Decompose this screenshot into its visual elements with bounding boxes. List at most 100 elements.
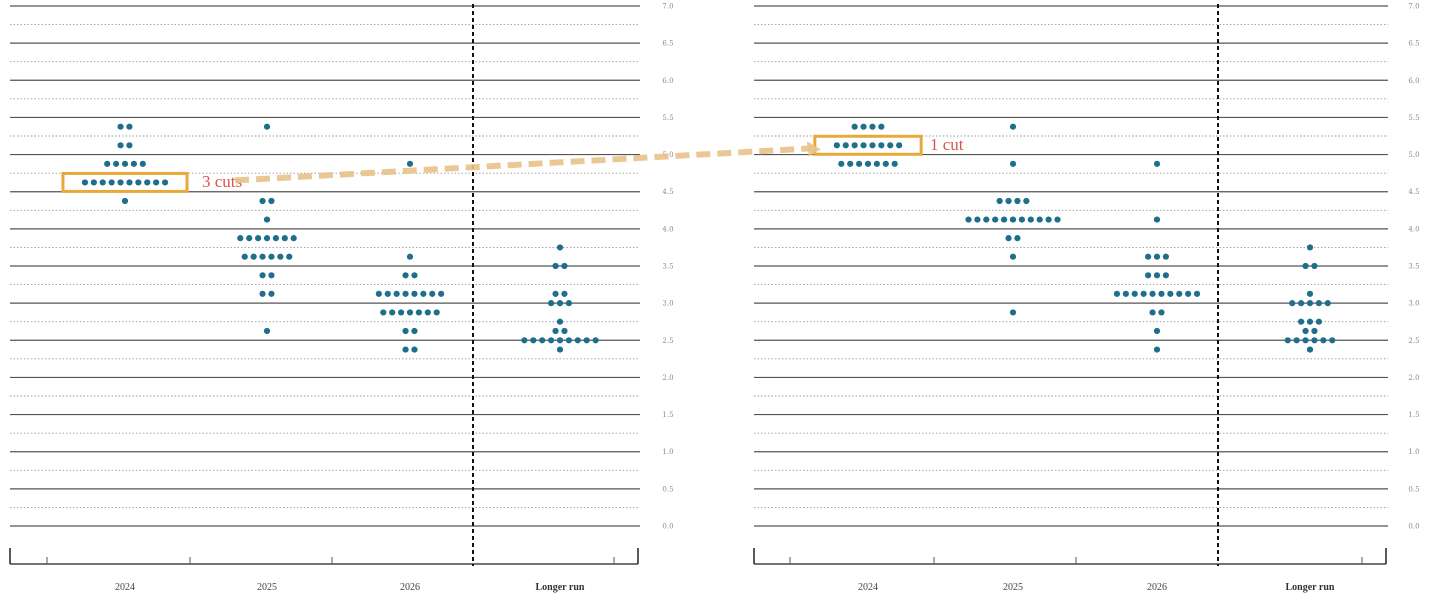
dot <box>104 160 111 167</box>
dot <box>856 160 863 167</box>
dot <box>965 216 972 223</box>
dot <box>1001 216 1008 223</box>
dot <box>1320 337 1327 344</box>
dot <box>263 123 271 130</box>
dot <box>574 337 581 344</box>
dot <box>144 179 151 186</box>
dot <box>1329 337 1336 344</box>
dot <box>1162 253 1169 260</box>
dot <box>259 197 266 205</box>
dot <box>113 160 120 167</box>
y-tick-label: 3.5 <box>1408 263 1419 271</box>
dot <box>1018 216 1025 223</box>
dot <box>268 290 275 297</box>
dot <box>1298 300 1305 307</box>
dot <box>272 235 279 242</box>
dot <box>263 216 271 223</box>
dot <box>1302 262 1309 270</box>
dot <box>1131 290 1138 297</box>
dot <box>851 142 858 149</box>
y-tick-label: 0.5 <box>1408 485 1419 493</box>
dot <box>1298 318 1305 325</box>
dot <box>389 309 396 316</box>
x-category-label: 2024 <box>858 582 878 593</box>
y-tick-label: 1.0 <box>662 448 673 456</box>
connector-line <box>234 145 814 184</box>
dot <box>263 327 271 335</box>
dot <box>1005 197 1012 205</box>
y-tick-label: 0.5 <box>662 485 673 493</box>
dot <box>121 197 129 205</box>
x-category-label: 2024 <box>115 582 135 593</box>
y-tick-label: 3.5 <box>662 263 673 271</box>
y-tick-label: 5.0 <box>1408 151 1419 159</box>
dot <box>126 179 133 186</box>
dot <box>1009 309 1017 316</box>
dot <box>878 123 885 130</box>
dot <box>268 272 275 279</box>
y-tick-label: 7.0 <box>662 3 673 11</box>
dot <box>1153 216 1161 223</box>
y-tick-label: 6.5 <box>1408 40 1419 48</box>
dot <box>565 337 573 344</box>
dot <box>1311 327 1318 335</box>
dot <box>259 290 266 297</box>
dot <box>286 253 293 260</box>
dot <box>117 142 124 149</box>
dot <box>255 235 262 242</box>
x-category-label: Longer run <box>1286 582 1335 593</box>
dot <box>1284 337 1291 344</box>
y-tick-label: 1.5 <box>662 411 673 419</box>
dot <box>1145 272 1152 279</box>
dot <box>592 337 599 344</box>
dot <box>1193 290 1201 297</box>
y-tick-label: 2.0 <box>1408 374 1419 382</box>
dot <box>974 216 981 223</box>
dot <box>842 142 849 149</box>
annotation-1-cut: 1 cut <box>930 135 964 154</box>
dot <box>1324 300 1331 307</box>
dot <box>411 346 418 353</box>
y-tick-label: 2.5 <box>1408 337 1419 345</box>
dot <box>1158 309 1165 316</box>
y-tick-label: 0.0 <box>662 523 673 531</box>
dot <box>548 337 555 344</box>
y-tick-label: 6.5 <box>662 40 673 48</box>
dot <box>565 300 573 307</box>
dot <box>406 309 414 316</box>
dot <box>1306 318 1314 325</box>
connector-arrow <box>234 141 821 184</box>
dot <box>277 253 284 260</box>
dot <box>1009 123 1017 130</box>
dot <box>548 300 555 307</box>
dot <box>99 179 106 186</box>
y-tick-label: 3.0 <box>662 300 673 308</box>
dot <box>108 179 115 186</box>
y-tick-label: 4.0 <box>1408 225 1419 233</box>
dot <box>1054 216 1061 223</box>
dot <box>869 123 876 130</box>
dot <box>384 290 391 297</box>
dot <box>81 179 89 186</box>
dot <box>1306 244 1314 251</box>
dot <box>1009 160 1017 167</box>
dot <box>153 179 160 186</box>
x-category-label: Longer run <box>536 582 585 593</box>
dot <box>878 142 885 149</box>
annotation-3-cuts: 3 cuts <box>202 172 242 191</box>
dot <box>406 160 414 167</box>
y-tick-label: 4.5 <box>662 188 673 196</box>
dot <box>996 197 1003 205</box>
dot <box>90 179 97 186</box>
dot <box>161 179 169 186</box>
dot <box>1167 290 1174 297</box>
dot <box>992 216 999 223</box>
dot <box>411 327 418 335</box>
dot <box>259 253 266 260</box>
dot <box>552 327 559 335</box>
dot <box>521 337 528 344</box>
dot <box>402 346 409 353</box>
dot <box>1302 327 1309 335</box>
x-category-label: 2026 <box>400 582 420 593</box>
